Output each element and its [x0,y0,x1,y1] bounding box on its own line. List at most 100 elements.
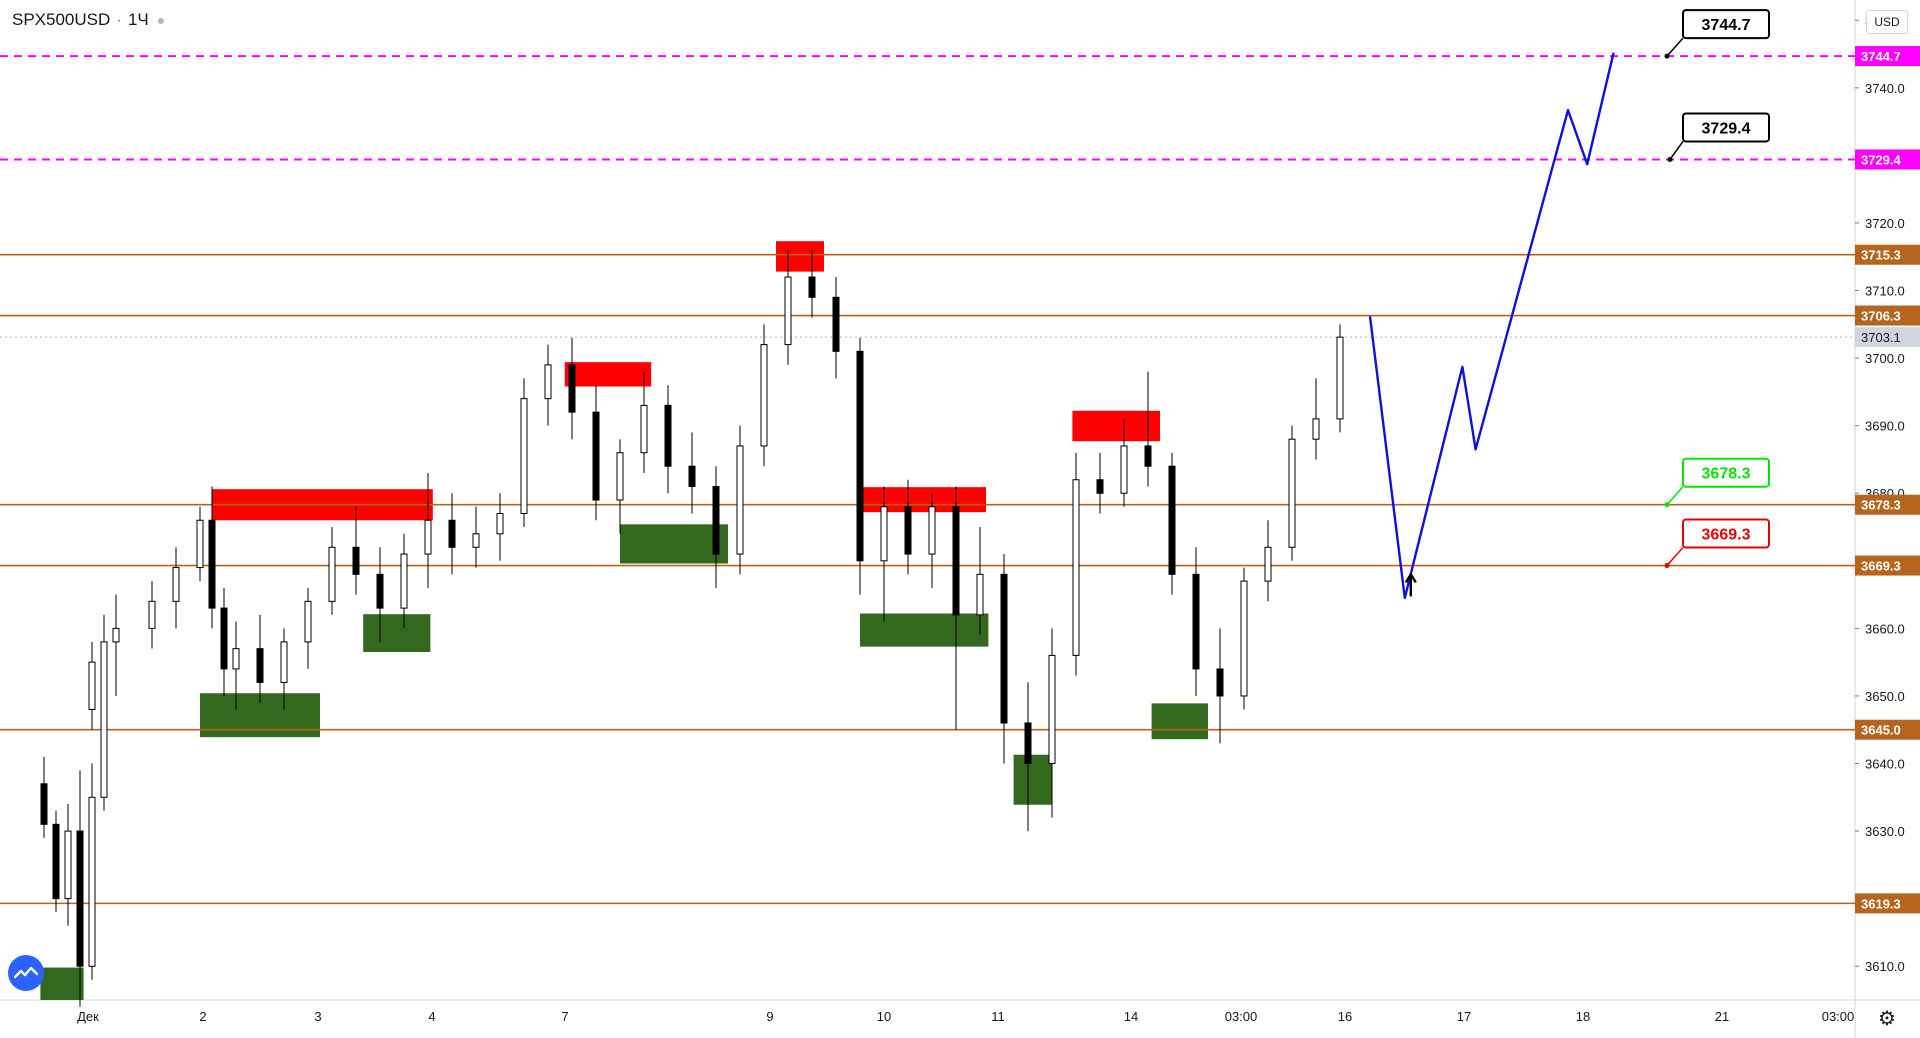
level-badge [1855,555,1920,576]
level-badge [1855,149,1920,170]
candle-body [208,519,216,609]
candle-body [568,364,576,413]
candle-body [1072,479,1080,656]
level-badge-label: 3729.4 [1861,152,1902,167]
candle-body [640,404,648,454]
candle-body [304,600,312,643]
candle-body [232,648,240,670]
candle-body [88,661,96,710]
candle-body [808,276,816,298]
time-axis[interactable]: Дек 2 3 4 7 9 10 11 14 03:00 16 17 18 21 03:00 [77,1009,1854,1024]
level-badge-label: 3744.7 [1861,49,1901,64]
candle-body [352,546,360,575]
candle-body [472,533,480,548]
level-badge-label: 3645.0 [1861,723,1901,738]
time-tick-label: 9 [766,1009,773,1024]
demand-zone [363,614,431,653]
candle-body [448,519,456,548]
level-badge-label: 3669.3 [1861,559,1901,574]
candle-body [1168,465,1176,575]
current-price-badge [1855,327,1920,348]
candle-body [784,276,792,346]
level-badge [1855,305,1920,326]
candle-body [904,506,912,555]
callout-box [1682,518,1770,549]
candle-body [616,452,624,501]
time-tick-label: 7 [561,1009,568,1024]
candle-body [736,445,744,555]
level-badge [1855,46,1920,67]
tradingview-logo-icon[interactable] [8,955,44,991]
time-tick-label: 18 [1576,1009,1590,1024]
zones [40,241,1208,1000]
candle-body [544,364,552,400]
candle-body [952,506,960,616]
level-badge-label: 3619.3 [1861,896,1901,911]
time-tick-label: 17 [1457,1009,1471,1024]
candle-body [148,600,156,629]
price-tick-label: 3630.0 [1865,824,1905,839]
candle-body [64,830,72,900]
demand-zone [1013,754,1052,805]
candle-body [1336,336,1344,420]
candle-body [856,350,864,562]
price-tick-label: 3610.0 [1865,959,1905,974]
price-axis[interactable]: 3610.03620.03630.03640.03650.03660.03670… [1855,13,1920,974]
time-tick-label: 11 [991,1009,1005,1024]
callout-box [1682,457,1770,488]
candle-body [1240,580,1248,697]
candle-body [172,567,180,602]
time-tick-label: 14 [1124,1009,1138,1024]
symbol-header[interactable]: SPX500USD · 1Ч ● [12,10,165,30]
callout-anchor [1664,563,1670,569]
candle-body [1312,418,1320,440]
supply-zone [1072,410,1160,442]
callout-label: 3669.3 [1702,527,1751,544]
currency-button[interactable]: USD [1866,10,1908,34]
callout-box [1682,9,1770,40]
level-badge [1855,244,1920,265]
callout-label: 3744.7 [1702,17,1751,34]
header-separator: · [116,10,122,29]
level-badge-label: 3678.3 [1861,498,1901,513]
level-badge [1855,494,1920,515]
supply-zone [860,487,986,513]
callout-box [1682,112,1770,143]
candle-body [664,404,672,467]
gear-icon[interactable]: ⚙ [1878,1007,1896,1030]
time-tick-label: 4 [428,1009,435,1024]
candle-body [400,553,408,609]
candle-body [880,506,888,562]
candle-body [976,573,984,616]
time-tick-label: 3 [314,1009,321,1024]
current-price-label: 3703.1 [1861,330,1901,345]
candle-body [928,506,936,555]
candle-body [280,641,288,683]
candle-body [88,796,96,967]
candle-body [832,296,840,352]
price-tick-label: 3660.0 [1865,621,1905,636]
candles [40,250,1344,1007]
candle-body [424,519,432,555]
candle-body [712,485,720,555]
callout-pointer [1669,141,1684,160]
candle-body [1024,722,1032,765]
supply-zone [776,241,824,272]
price-tick-label: 3710.0 [1865,284,1905,299]
candle-body [520,398,528,515]
callout-anchor [1664,502,1670,508]
candle-body [1144,445,1152,467]
supply-zone [564,362,652,387]
candle-body [1000,573,1008,724]
candle-body [688,465,696,487]
time-tick-label: 10 [877,1009,891,1024]
level-badge [1855,893,1920,914]
forecast-path [1368,52,1615,600]
interval-label: 1Ч [127,10,149,29]
candle-body [100,641,108,798]
horizontal-levels [0,55,1855,905]
callout-pointer [1666,37,1684,57]
candle-body [376,573,384,609]
candle-body [1048,654,1056,765]
